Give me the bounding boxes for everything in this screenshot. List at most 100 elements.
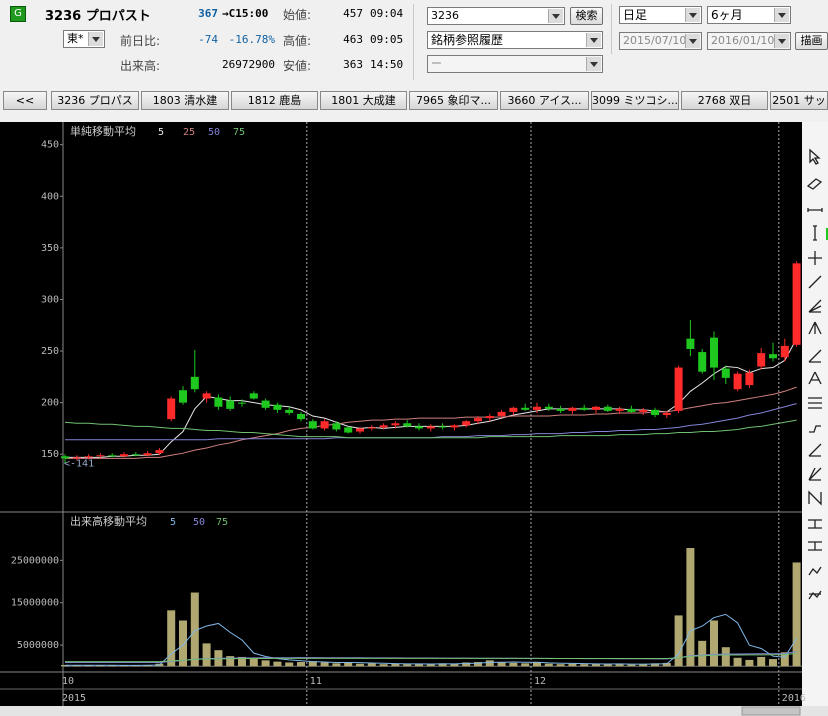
low-time: 14:50 xyxy=(370,58,404,71)
tab[interactable]: 7965 象印マ... xyxy=(409,91,498,110)
change: -74 xyxy=(198,33,218,46)
candle-body xyxy=(792,263,801,345)
tab[interactable]: 1803 清水建 xyxy=(141,91,229,110)
sub-select[interactable]: ー xyxy=(427,55,603,73)
tool-cross[interactable] xyxy=(808,251,822,265)
y-tick-label: 250 xyxy=(41,346,59,357)
tool-arc[interactable] xyxy=(808,371,822,385)
candle-body xyxy=(261,400,270,408)
tool-fib[interactable] xyxy=(808,349,822,363)
legend-entry: 25 xyxy=(183,127,195,138)
volume-bar xyxy=(662,662,671,667)
candle-body xyxy=(61,456,69,459)
volume-bar xyxy=(297,662,305,667)
candle-body xyxy=(84,456,93,458)
tool-channel[interactable] xyxy=(808,397,822,409)
tool-angle[interactable] xyxy=(808,443,822,457)
volume-bar xyxy=(592,663,600,667)
stock-icon: G xyxy=(10,6,26,22)
volume-bar xyxy=(367,663,376,667)
volume-bar xyxy=(780,652,789,667)
candle-body xyxy=(509,407,518,412)
volume-bar xyxy=(533,662,541,667)
tool-pitch[interactable] xyxy=(808,321,822,335)
from-select[interactable]: 2015/07/10 xyxy=(619,32,702,50)
scroll-thumb[interactable] xyxy=(741,706,801,716)
moving-average xyxy=(64,419,797,439)
legend-entry: 50 xyxy=(208,127,220,138)
to: 2016/01/10 xyxy=(711,34,775,47)
candle-body xyxy=(120,454,128,457)
volume-bar xyxy=(627,664,636,667)
volume-bar xyxy=(474,662,482,667)
candle-body xyxy=(733,373,742,390)
tool-line[interactable] xyxy=(808,566,822,576)
tool-split4[interactable] xyxy=(808,541,822,551)
tool-split3[interactable] xyxy=(808,519,822,529)
tool-wave[interactable] xyxy=(808,490,822,506)
candle-body xyxy=(391,423,400,426)
candle-body xyxy=(745,372,754,386)
volume-label: 出来高: xyxy=(120,59,161,73)
tool-step[interactable] xyxy=(809,425,821,433)
volume-bar xyxy=(603,664,612,667)
volume-average xyxy=(65,652,797,663)
range-select[interactable]: 6ヶ月 xyxy=(707,6,791,24)
candle-body xyxy=(533,406,541,410)
volume-bar xyxy=(332,663,341,667)
y-tick-label: 200 xyxy=(41,398,59,409)
volume-bar xyxy=(273,661,282,667)
volume-bar xyxy=(674,615,683,667)
tool-compare[interactable] xyxy=(808,590,822,600)
candle-body xyxy=(544,406,553,409)
y-tick-label: 15000000 xyxy=(11,598,59,609)
tool-eraser[interactable] xyxy=(806,178,823,190)
period-select[interactable]: 日足 xyxy=(619,6,702,24)
tab[interactable]: 2768 双日 xyxy=(681,91,768,110)
tool-hline[interactable] xyxy=(807,208,823,212)
open-time: 09:04 xyxy=(370,7,404,20)
candle-body xyxy=(462,421,471,426)
candle-body xyxy=(367,427,376,429)
tab[interactable]: 3660 アイス... xyxy=(500,91,589,110)
volume-bar xyxy=(497,662,506,667)
history-select[interactable]: 銘柄参照履歴 xyxy=(427,31,603,49)
draw-button[interactable]: 描画 xyxy=(795,32,828,50)
tab[interactable]: 3236 プロパスト xyxy=(51,91,139,110)
volume-bar xyxy=(568,663,577,667)
volume-bar xyxy=(745,659,754,667)
to-select[interactable]: 2016/01/10 xyxy=(707,32,791,50)
tab[interactable]: 1801 大成建 xyxy=(320,91,407,110)
volume-bar xyxy=(438,663,447,667)
tab[interactable]: 1812 鹿島 xyxy=(231,91,318,110)
candle-body xyxy=(379,425,388,428)
candle-body xyxy=(238,402,246,404)
code-input[interactable]: 3236 xyxy=(427,7,565,25)
tool-gann[interactable] xyxy=(808,467,822,481)
search-button[interactable]: 検索 xyxy=(570,7,603,25)
candle-body xyxy=(662,412,671,416)
tool-trend[interactable] xyxy=(808,275,822,289)
change-pct: -16.78% xyxy=(228,33,275,46)
tool-cursor[interactable] xyxy=(809,148,821,165)
tool-vline[interactable] xyxy=(813,225,817,241)
candle-body xyxy=(497,411,506,417)
period: 日足 xyxy=(623,8,648,22)
chart-title: 出来高移動平均 xyxy=(70,514,147,528)
y-tick-label: 350 xyxy=(41,243,59,254)
volume-bar xyxy=(249,658,258,667)
volume-bar xyxy=(379,664,388,667)
tab[interactable]: << xyxy=(3,91,47,110)
candle-body xyxy=(603,406,612,411)
candle-body xyxy=(474,418,482,422)
candle-body xyxy=(627,408,636,412)
exchange-select[interactable]: 東* xyxy=(63,30,105,48)
candle-body xyxy=(285,409,294,413)
tool-fan[interactable] xyxy=(808,299,822,313)
candle-body xyxy=(273,404,282,410)
divider xyxy=(611,4,612,54)
tab[interactable]: 3099 ミツコシ... xyxy=(591,91,679,110)
x-tick-label: 10 xyxy=(62,676,74,687)
y-tick-label: 25000000 xyxy=(11,555,59,566)
scrollbar[interactable] xyxy=(0,706,828,716)
